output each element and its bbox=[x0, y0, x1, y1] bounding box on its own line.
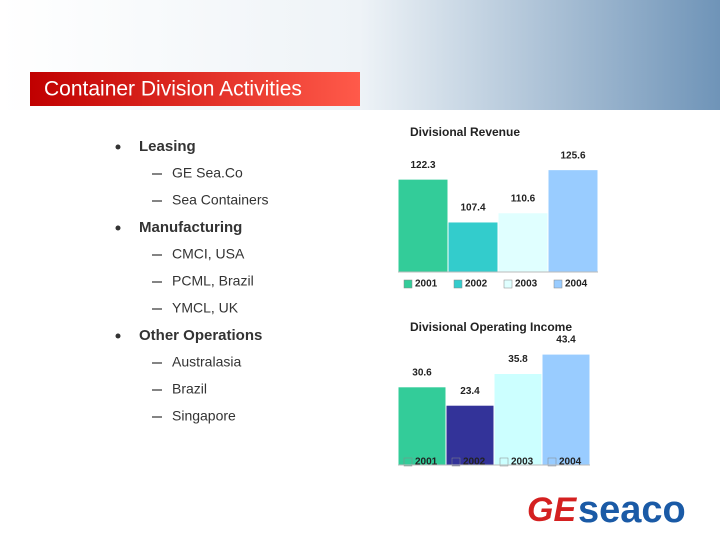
legend-swatch bbox=[453, 279, 463, 289]
bullet-text: Other Operations bbox=[139, 327, 262, 344]
value-label: 110.6 bbox=[511, 193, 536, 204]
legend-label: 2001 bbox=[415, 457, 438, 468]
bar bbox=[397, 386, 447, 466]
bar bbox=[541, 353, 591, 466]
legend-label: 2004 bbox=[559, 457, 582, 468]
legend-label: 2002 bbox=[465, 279, 488, 290]
bar bbox=[447, 221, 499, 273]
legend-swatch bbox=[553, 279, 563, 289]
bullet-dot bbox=[115, 333, 121, 339]
value-label: 125.6 bbox=[560, 150, 585, 161]
bar bbox=[493, 373, 543, 466]
sub-bullet-text: CMCI, USA bbox=[172, 246, 245, 262]
logo-ge: GE bbox=[527, 491, 577, 529]
legend-swatch bbox=[403, 457, 413, 467]
legend-label: 2004 bbox=[565, 279, 588, 290]
logo-seaco: seaco bbox=[578, 489, 686, 531]
bullet-dot bbox=[115, 144, 121, 150]
sub-bullet-text: Singapore bbox=[172, 408, 236, 424]
value-label: 122.3 bbox=[410, 160, 435, 171]
chart-title: Divisional Operating Income bbox=[410, 320, 572, 334]
bar bbox=[497, 212, 549, 273]
bar bbox=[397, 178, 449, 273]
legend-label: 2003 bbox=[515, 279, 538, 290]
sub-bullet-text: Brazil bbox=[172, 381, 207, 397]
sub-bullet-text: YMCL, UK bbox=[172, 300, 239, 316]
bullet-text: Leasing bbox=[139, 138, 196, 155]
legend-swatch bbox=[503, 279, 513, 289]
sub-bullet-text: GE Sea.Co bbox=[172, 165, 243, 181]
legend-swatch bbox=[403, 279, 413, 289]
value-label: 35.8 bbox=[508, 354, 528, 365]
sub-bullet-text: Australasia bbox=[172, 354, 241, 370]
legend-swatch bbox=[451, 457, 461, 467]
charts: Divisional Revenue 122.3 2001 107.4 2002 110.… bbox=[397, 125, 599, 468]
value-label: 107.4 bbox=[460, 203, 485, 214]
legend-label: 2002 bbox=[463, 457, 486, 468]
chart-title: Divisional Revenue bbox=[410, 125, 520, 139]
bar bbox=[547, 169, 599, 273]
legend-swatch bbox=[547, 457, 557, 467]
bullet-list: Leasing GE Sea.Co Sea Containers Manufactur… bbox=[115, 138, 269, 424]
sub-bullet-text: PCML, Brazil bbox=[172, 273, 254, 289]
bullet-text: Manufacturing bbox=[139, 219, 242, 236]
bullet-dot bbox=[115, 225, 121, 231]
legend-label: 2003 bbox=[511, 457, 534, 468]
legend-swatch bbox=[499, 457, 509, 467]
title-band bbox=[30, 72, 360, 106]
value-label: 30.6 bbox=[412, 367, 432, 378]
value-label: 23.4 bbox=[460, 386, 480, 397]
slide-title: Container Division Activities bbox=[44, 78, 302, 101]
sub-bullet-text: Sea Containers bbox=[172, 192, 269, 208]
legend-label: 2001 bbox=[415, 279, 438, 290]
value-label: 43.4 bbox=[556, 335, 576, 346]
